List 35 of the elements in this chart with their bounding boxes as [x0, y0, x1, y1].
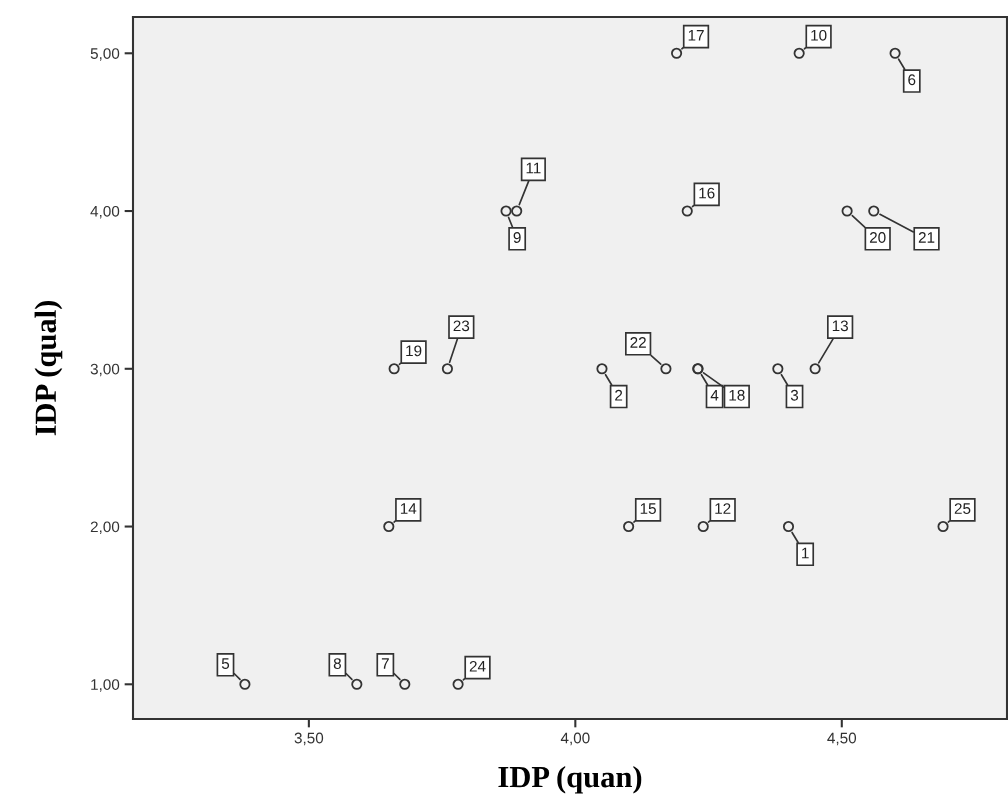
annotation: 20 [869, 232, 886, 243]
annotation: 11 [526, 162, 541, 174]
annotation: 10 [811, 29, 827, 41]
annotation: 2 [615, 389, 623, 401]
annotation: 16 [699, 187, 715, 199]
annotation: 21 [918, 232, 935, 243]
annotation: 7 [381, 658, 389, 669]
annotation: 23 [453, 320, 470, 332]
annotation: 12 [715, 503, 731, 514]
annotation: 15 [640, 503, 656, 514]
annotation: 19 [406, 345, 422, 357]
x-tick-label: 4,50 [827, 732, 857, 746]
annotation: 24 [469, 660, 486, 672]
annotation: 5 [221, 658, 230, 669]
annotation: 3 [790, 389, 799, 401]
annotation: 17 [688, 30, 704, 41]
y-axis-title: IDP (qual) [34, 301, 63, 436]
annotation: 1 [802, 547, 809, 559]
annotation: 8 [333, 658, 341, 669]
y-tick-label: 3,00 [90, 363, 120, 377]
annotation: 6 [908, 74, 916, 86]
y-tick-label: 1,00 [91, 679, 120, 692]
x-axis-title: IDP (quan) [498, 765, 642, 794]
y-tick-label: 4,00 [90, 205, 120, 219]
y-tick-label: 2,00 [90, 521, 120, 535]
annotation: 22 [630, 337, 646, 348]
y-tick-label: 5,00 [90, 48, 120, 61]
annotation: 25 [954, 503, 971, 514]
annotation: 14 [400, 503, 417, 514]
annotation: 13 [832, 320, 848, 332]
annotation: 9 [513, 232, 521, 243]
annotation: 18 [729, 389, 745, 401]
x-tick-label: 4,00 [560, 732, 590, 746]
annotation: 4 [710, 390, 719, 401]
x-tick-label: 3,50 [294, 732, 324, 746]
